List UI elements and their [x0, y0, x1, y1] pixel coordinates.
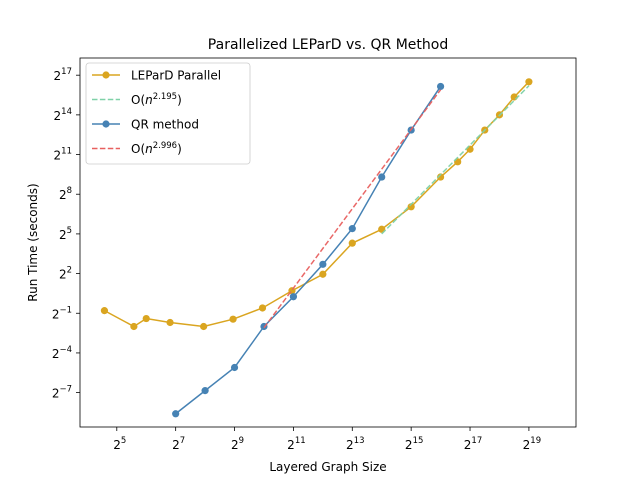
x-tick-label-exponent: 9 — [239, 436, 244, 446]
x-tick-label-exponent: 19 — [530, 436, 541, 446]
x-tick-label-base: 2 — [172, 438, 180, 452]
x-tick-label: 27 — [172, 436, 185, 452]
data-point-qr-method — [378, 173, 386, 181]
y-tick-label-base: 2 — [59, 228, 67, 242]
y-tick-label-exponent: −7 — [59, 385, 72, 395]
y-tick-label-base: 2 — [54, 109, 62, 123]
x-tick-label: 211 — [287, 436, 305, 452]
y-tick-label-exponent: 5 — [67, 226, 72, 236]
legend-label-lepard-parallel: LEParD Parallel — [131, 69, 221, 83]
x-axis: 25 27 29 211 213 215 217 219 — [113, 427, 541, 452]
data-point-lepard-parallel — [525, 78, 533, 86]
legend-label-n: n — [145, 93, 153, 107]
y-tick-label-exponent: 8 — [67, 186, 72, 196]
y-tick-label-base: 2 — [54, 69, 62, 83]
chart-title: Parallelized LEParD vs. QR Method — [208, 37, 448, 53]
y-tick-label-base: 2 — [52, 387, 60, 401]
data-point-lepard-parallel — [407, 203, 415, 211]
y-tick-label: 2−1 — [52, 305, 72, 321]
data-point-qr-method — [319, 260, 327, 268]
y-tick-label: 22 — [59, 266, 72, 282]
y-tick-label: 211 — [54, 147, 72, 163]
x-axis-label: Layered Graph Size — [269, 460, 386, 474]
x-tick-label: 217 — [464, 436, 482, 452]
x-tick-label-base: 2 — [346, 438, 354, 452]
x-tick-label-base: 2 — [464, 438, 472, 452]
x-tick-label-base: 2 — [287, 438, 295, 452]
series-line-o-n-2-195-fit — [381, 85, 530, 235]
y-tick-label: 217 — [54, 67, 72, 83]
y-tick-label-exponent: −1 — [59, 305, 72, 315]
y-tick-label-exponent: −4 — [59, 345, 72, 355]
legend-label-o-n-2-195-fit: O(n2.195) — [131, 92, 182, 107]
x-tick-label-base: 2 — [405, 438, 413, 452]
x-tick-label-base: 2 — [113, 438, 121, 452]
axes-frame — [79, 57, 577, 428]
data-point-qr-method — [289, 293, 298, 301]
y-tick-label-base: 2 — [59, 268, 67, 282]
legend-label-suffix: ) — [177, 142, 182, 156]
y-tick-label: 28 — [59, 186, 72, 202]
x-tick-label: 219 — [523, 436, 541, 452]
data-point-lepard-parallel — [166, 318, 174, 327]
y-tick-label-base: 2 — [52, 307, 60, 321]
y-tick-label: 2−7 — [52, 385, 72, 401]
data-point-lepard-parallel — [319, 270, 327, 278]
legend-marker-qr-method — [102, 120, 110, 128]
y-tick-label-base: 2 — [59, 188, 67, 202]
x-tick-label-base: 2 — [523, 438, 531, 452]
series-line-qr-method — [175, 86, 442, 415]
legend-label-exponent: 2.996 — [153, 141, 177, 151]
legend-label-text: O( — [131, 93, 145, 107]
data-point-lepard-parallel — [142, 314, 150, 323]
legend-marker-lepard-parallel — [102, 71, 110, 79]
y-axis-label: Run Time (seconds) — [26, 183, 40, 301]
x-tick-label-exponent: 11 — [295, 436, 306, 446]
data-point-qr-method — [172, 410, 180, 418]
legend-label-n: n — [145, 142, 153, 156]
y-tick-label-exponent: 2 — [67, 266, 72, 276]
y-tick-label-base: 2 — [54, 149, 62, 163]
x-tick-label-exponent: 7 — [180, 436, 185, 446]
legend-label-suffix: ) — [177, 93, 182, 107]
data-point-lepard-parallel — [258, 304, 267, 312]
legend-label-exponent: 2.195 — [153, 92, 177, 102]
data-point-qr-method — [436, 82, 445, 91]
series-line-o-n-2-996-fit — [263, 89, 442, 329]
data-point-lepard-parallel — [436, 173, 445, 181]
legend-label-text: O( — [131, 142, 145, 156]
y-tick-label: 25 — [59, 226, 72, 242]
x-tick-label-exponent: 15 — [413, 436, 424, 446]
x-tick-label-exponent: 17 — [471, 436, 482, 446]
y-tick-label-exponent: 17 — [61, 67, 72, 77]
data-point-lepard-parallel — [100, 307, 109, 315]
data-point-lepard-parallel — [130, 322, 138, 331]
y-tick-label-exponent: 14 — [61, 107, 72, 117]
legend-label-o-n-2-996-fit: O(n2.996) — [131, 141, 182, 156]
legend-label-qr-method: QR method — [131, 118, 199, 132]
y-tick-label-exponent: 11 — [61, 147, 72, 157]
data-point-qr-method — [201, 387, 209, 395]
x-tick-label-exponent: 13 — [354, 436, 365, 446]
y-tick-label: 2−4 — [52, 345, 72, 361]
x-tick-label: 215 — [405, 436, 423, 452]
data-point-qr-method — [348, 225, 356, 233]
data-point-lepard-parallel — [229, 315, 237, 323]
y-tick-label-base: 2 — [52, 347, 60, 361]
x-tick-label: 29 — [231, 436, 244, 452]
x-tick-label-base: 2 — [231, 438, 239, 452]
x-tick-label-exponent: 5 — [121, 436, 126, 446]
y-tick-label: 214 — [54, 107, 72, 123]
x-tick-label: 213 — [346, 436, 364, 452]
data-point-lepard-parallel — [348, 239, 356, 247]
series-layer — [100, 78, 533, 418]
data-point-lepard-parallel — [200, 322, 208, 331]
data-point-qr-method — [230, 363, 239, 372]
legend-box — [85, 62, 251, 165]
x-tick-label: 25 — [113, 436, 126, 452]
